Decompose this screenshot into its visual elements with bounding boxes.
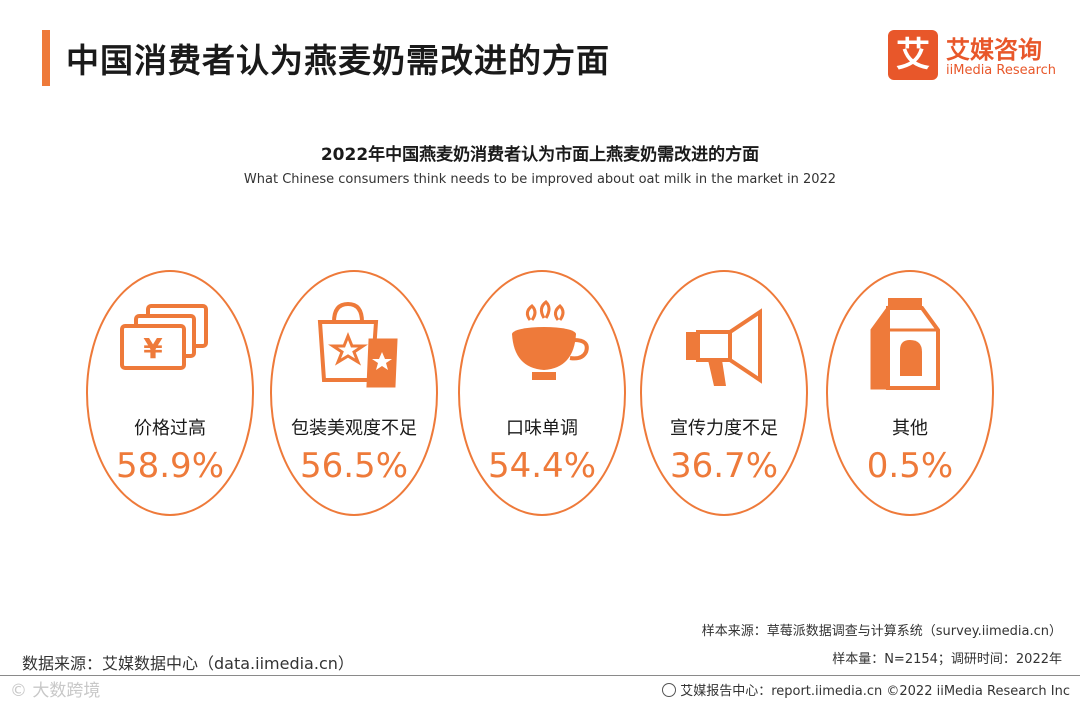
category-label: 包装美观度不足	[291, 418, 417, 439]
data-source-note: 数据来源：艾媒数据中心（data.iimedia.cn）	[22, 654, 354, 673]
svg-text:¥: ¥	[143, 332, 163, 365]
watermark: © 大数跨境	[10, 681, 101, 701]
footer-divider	[0, 675, 1080, 676]
brand-logo: 艾 艾媒咨询 iiMedia Research	[888, 30, 1068, 84]
chart-title: 2022年中国燕麦奶消费者认为市面上燕麦奶需改进的方面	[320, 145, 760, 165]
logo-cn-text: 艾媒咨询	[946, 36, 1042, 64]
globe-icon	[662, 683, 677, 697]
category-label: 口味单调	[506, 418, 578, 439]
sample-size-note: 样本量：N=2154；调研时间：2022年	[832, 652, 1062, 667]
category-ellipse: ¥ 价格过高 58.9%	[86, 270, 254, 516]
logo-mark: 艾	[888, 30, 938, 80]
category-value: 58.9%	[115, 446, 224, 486]
category-value: 56.5%	[299, 446, 408, 486]
chart-subtitle: What Chinese consumers think needs to be…	[243, 172, 837, 187]
category-ellipse: 包装美观度不足 56.5%	[270, 270, 438, 516]
category-label: 其他	[892, 418, 928, 439]
shopping-bag-icon	[298, 294, 414, 394]
category-value: 54.4%	[487, 446, 596, 486]
category-label: 价格过高	[134, 418, 206, 439]
category-value: 36.7%	[669, 446, 778, 486]
logo-en-text: iiMedia Research	[946, 63, 1057, 78]
improvement-chart: ¥ 价格过高 58.9% 包装美观度不足 56.5% 口味单调 54.4% 宣传力度不足 36.…	[0, 260, 1080, 530]
report-center: 艾媒报告中心：report.iimedia.cn ©2022 iiMedia R…	[662, 680, 1070, 699]
category-label: 宣传力度不足	[670, 418, 778, 439]
category-ellipse: 口味单调 54.4%	[458, 270, 626, 516]
sample-source-note: 样本来源：草莓派数据调查与计算系统（survey.iimedia.cn）	[701, 624, 1062, 639]
category-ellipse: 其他 0.5%	[826, 270, 994, 516]
megaphone-icon	[668, 294, 784, 394]
category-value: 0.5%	[866, 446, 954, 486]
money-icon: ¥	[114, 294, 230, 394]
title-accent-bar	[42, 30, 50, 86]
category-ellipse: 宣传力度不足 36.7%	[640, 270, 808, 516]
report-center-text: 艾媒报告中心：report.iimedia.cn ©2022 iiMedia R…	[680, 684, 1070, 699]
page-title: 中国消费者认为燕麦奶需改进的方面	[66, 41, 610, 80]
coffee-cup-icon	[486, 294, 602, 394]
milk-carton-icon	[854, 294, 970, 394]
